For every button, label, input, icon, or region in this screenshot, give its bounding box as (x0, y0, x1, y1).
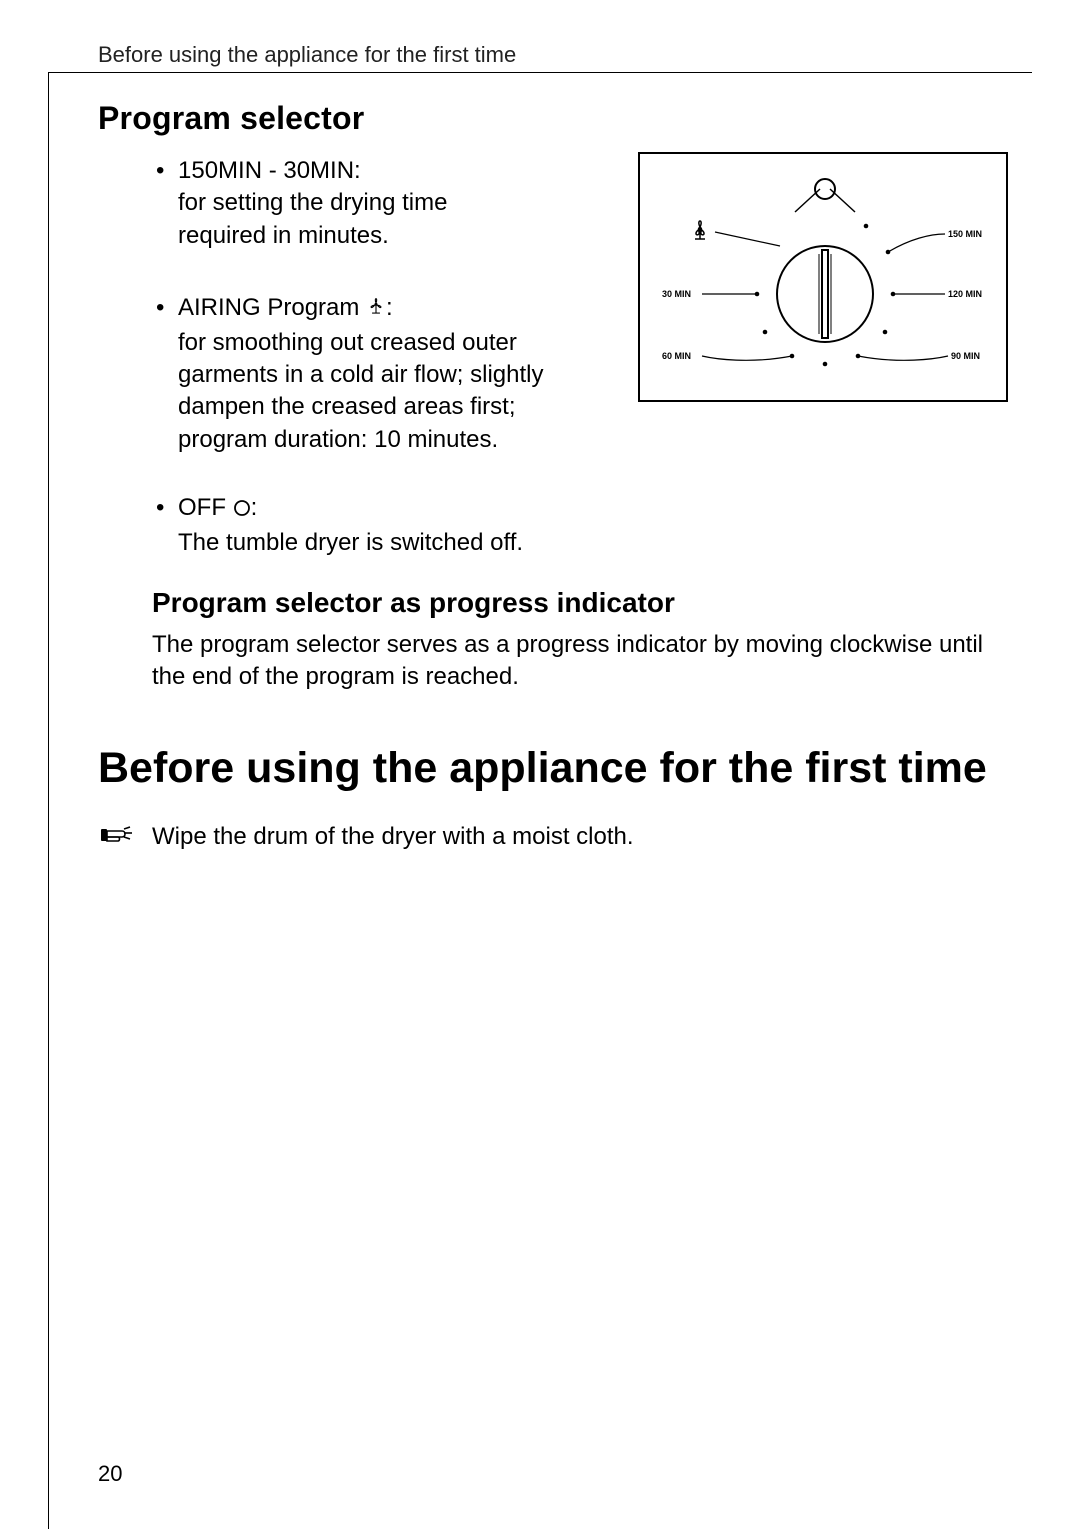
item-head-post: : (386, 294, 393, 321)
instruction-row: Wipe the drum of the dryer with a moist … (98, 821, 1008, 854)
off-symbol-icon (815, 179, 835, 199)
list-item-airing: AIRING Program : for smoothing out creas… (178, 292, 598, 456)
content-area: Program selector (98, 100, 1008, 854)
dial-knob-grip (822, 250, 828, 338)
label-90: 90 MIN (951, 351, 980, 361)
item-body: for setting the drying time (178, 189, 447, 216)
program-selector-heading: Program selector (98, 100, 1008, 137)
leader-90 (858, 356, 948, 360)
item-head-pre: AIRING Program (178, 294, 366, 321)
dial-figure: 150 MIN 120 MIN 90 MIN 60 MIN 30 MIN (638, 152, 1008, 402)
list-item-time: 150MIN - 30MIN: for setting the drying t… (178, 155, 598, 252)
hand-pointing-icon (98, 821, 138, 854)
leader-60 (702, 356, 792, 360)
item-body: program duration: 10 minutes. (178, 426, 498, 453)
progress-indicator-body: The program selector serves as a progres… (152, 629, 1008, 694)
fan-symbol-icon (695, 221, 705, 239)
item-body: The tumble dryer is switched off. (178, 529, 523, 556)
leader-fan (715, 232, 780, 246)
instruction-text: Wipe the drum of the dryer with a moist … (152, 821, 634, 853)
label-150: 150 MIN (948, 229, 982, 239)
page-number: 20 (98, 1461, 122, 1487)
off-inline-icon (233, 494, 251, 526)
progress-indicator-heading: Program selector as progress indicator (152, 587, 1008, 619)
label-60: 60 MIN (662, 351, 691, 361)
item-body: for smoothing out creased outer garments… (178, 329, 543, 421)
dial-svg: 150 MIN 120 MIN 90 MIN 60 MIN 30 MIN (640, 154, 1010, 404)
fan-inline-icon (366, 294, 386, 326)
leader-150 (888, 234, 945, 252)
program-list: 150MIN - 30MIN: for setting the drying t… (178, 155, 598, 559)
label-30: 30 MIN (662, 289, 691, 299)
item-head-post: : (251, 494, 258, 521)
item-head-pre: OFF (178, 494, 233, 521)
label-120: 120 MIN (948, 289, 982, 299)
item-head: 150MIN - 30MIN: (178, 157, 361, 184)
item-body: required in minutes. (178, 222, 389, 249)
running-header: Before using the appliance for the first… (98, 42, 516, 68)
before-first-use-heading: Before using the appliance for the first… (98, 744, 1008, 793)
list-item-off: OFF : The tumble dryer is switched off. (178, 492, 598, 559)
